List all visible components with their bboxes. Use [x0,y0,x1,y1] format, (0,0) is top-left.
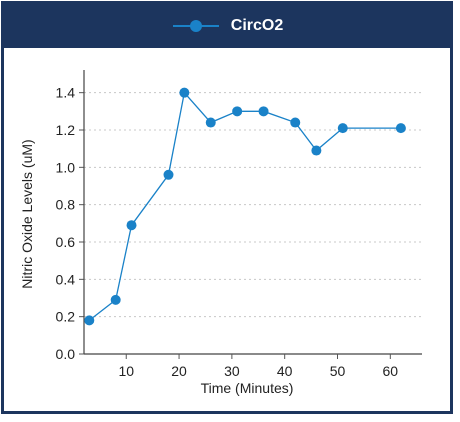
chart-frame: CircO2 0.0 0.2 0.4 0.6 0.8 1.0 1.2 1.4 10 20 30 40 5… [1,1,453,414]
legend-item-circo2[interactable]: CircO2 [171,17,283,35]
x-axis-label: Time (Minutes) [201,380,294,396]
data-point[interactable] [84,315,95,326]
legend-marker-icon [172,20,219,32]
legend: CircO2 [4,4,450,48]
x-tick-label: 20 [171,363,187,379]
y-tick-label: 0.6 [56,234,76,250]
y-tick-label: 0.4 [56,271,76,287]
data-point[interactable] [290,117,301,128]
y-tick-label: 0.0 [56,346,76,362]
data-point[interactable] [395,123,406,134]
data-point[interactable] [110,294,121,305]
y-tick-label: 1.0 [56,159,76,175]
data-point[interactable] [311,145,322,156]
data-point[interactable] [126,220,137,231]
data-point[interactable] [163,169,174,180]
x-tick-label: 60 [383,363,399,379]
y-tick-label: 0.2 [56,309,76,325]
data-point[interactable] [205,117,216,128]
line-chart: 0.0 0.2 0.4 0.6 0.8 1.0 1.2 1.4 10 20 30 40 50 60 Time… [19,70,422,396]
x-tick-label: 10 [118,363,134,379]
data-point[interactable] [258,106,269,117]
data-point[interactable] [179,87,190,98]
y-tick-label: 1.4 [56,85,76,101]
series-line-0 [88,91,401,321]
x-tick-label: 50 [330,363,346,379]
x-tick-label: 40 [277,363,293,379]
x-tick-label: 30 [224,363,240,379]
legend-label: CircO2 [230,17,284,34]
y-tick-label: 1.2 [56,122,76,138]
data-point[interactable] [232,106,243,117]
data-point[interactable] [337,123,348,134]
y-axis-label: Nitric Oxide Levels (uM) [19,139,35,288]
y-tick-label: 0.8 [56,197,76,213]
